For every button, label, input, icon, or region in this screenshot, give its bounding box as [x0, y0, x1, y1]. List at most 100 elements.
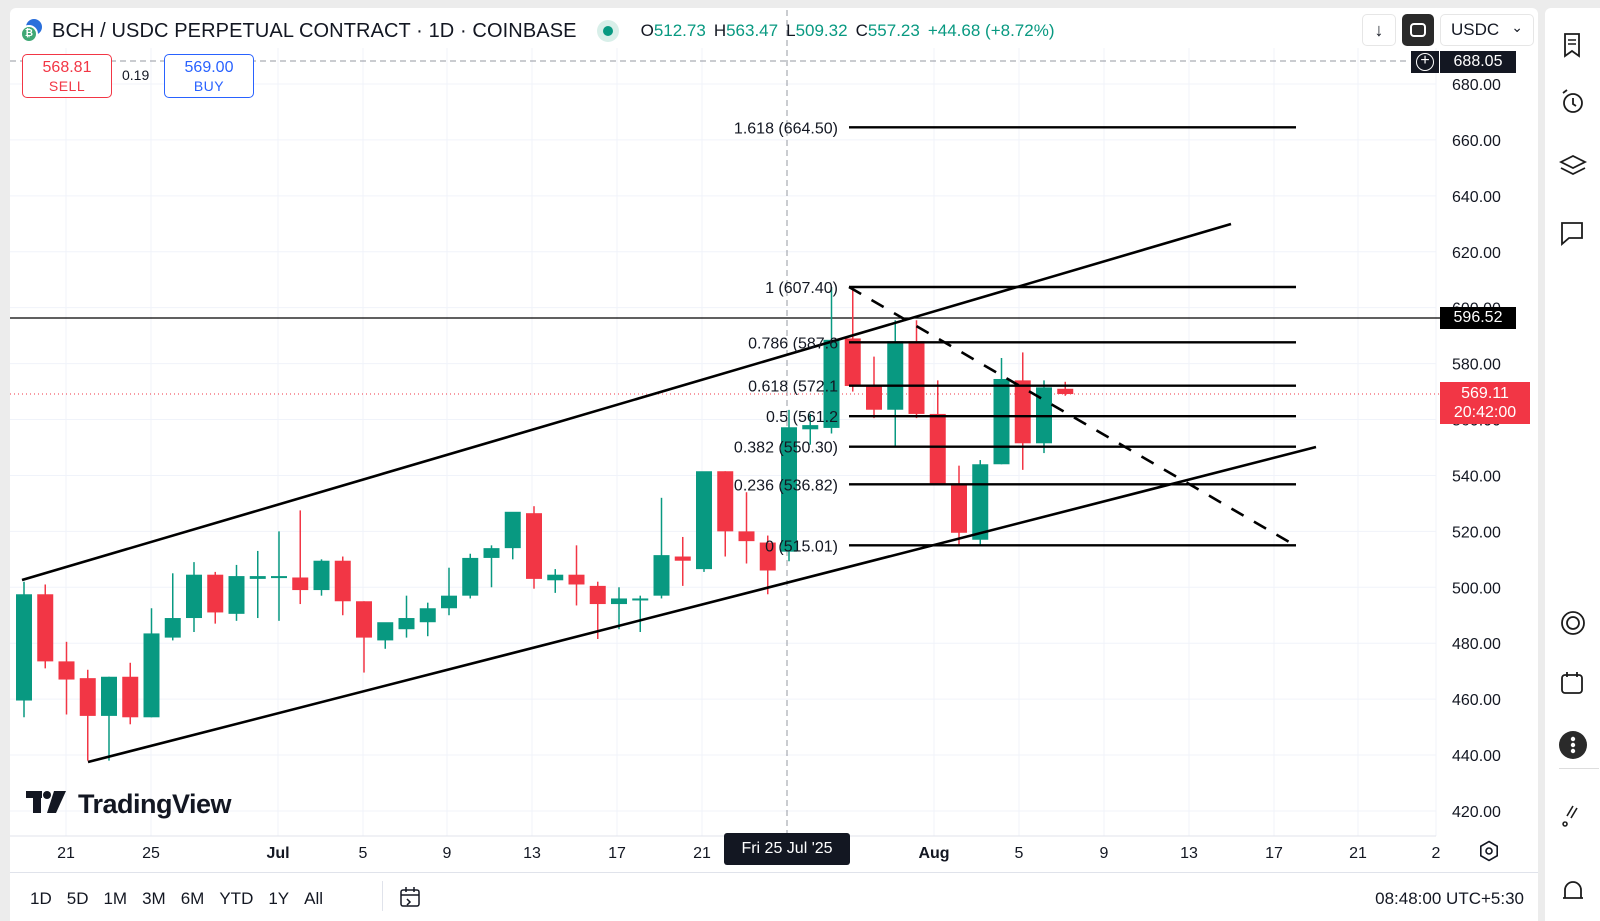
price-chart[interactable]: 1.618 (664.50) 1 (607.40) 0.786 (587.6 0.61…	[0, 0, 1540, 872]
candle[interactable]	[37, 584, 54, 669]
watchlist-icon[interactable]	[1557, 30, 1587, 60]
candle[interactable]	[292, 510, 309, 605]
candle[interactable]	[419, 602, 436, 637]
time-axis-label: 21	[693, 845, 711, 862]
candle[interactable]	[993, 358, 1010, 465]
candle[interactable]	[568, 545, 585, 606]
candle[interactable]	[356, 601, 372, 673]
target-icon[interactable]	[1557, 608, 1587, 638]
candle[interactable]	[844, 286, 861, 392]
candle[interactable]	[334, 556, 351, 616]
channel-lower-line[interactable]	[87, 445, 1317, 764]
more-apps-icon[interactable]	[1557, 730, 1587, 760]
range-tab-ytd[interactable]: YTD	[219, 889, 254, 908]
horizontal-line-price-tag: 596.52	[1440, 307, 1516, 329]
candle[interactable]	[696, 471, 712, 572]
price-axis-label: 480.00	[1452, 636, 1501, 653]
range-tab-1d[interactable]: 1D	[30, 889, 52, 908]
candle[interactable]	[483, 545, 500, 588]
symbol-title[interactable]: BCH / USDC PERPETUAL CONTRACT · 1D · COI…	[52, 19, 577, 42]
time-axis-label: 25	[142, 845, 160, 862]
candle[interactable]	[504, 511, 521, 560]
candle[interactable]	[143, 608, 160, 718]
signal-icon[interactable]	[1557, 798, 1587, 828]
candle[interactable]	[122, 662, 139, 725]
candle[interactable]	[589, 581, 606, 640]
candle[interactable]	[441, 567, 457, 616]
candle[interactable]	[377, 622, 394, 649]
candle[interactable]	[802, 413, 819, 445]
price-axis-label: 500.00	[1452, 580, 1501, 597]
candle[interactable]	[972, 460, 989, 546]
alert-clock-icon[interactable]	[1557, 86, 1587, 116]
buy-price: 569.00	[184, 59, 234, 76]
range-tab-all[interactable]: All	[304, 889, 324, 908]
channel-upper-line[interactable]	[21, 222, 1232, 582]
candle[interactable]	[866, 356, 882, 419]
arrow-down-icon: ↓	[1374, 19, 1384, 40]
candle[interactable]	[207, 571, 224, 624]
candle[interactable]	[951, 465, 967, 546]
candle[interactable]	[186, 562, 202, 633]
candle[interactable]	[759, 535, 776, 595]
candle[interactable]	[398, 595, 415, 638]
layers-icon[interactable]	[1557, 150, 1587, 180]
candle[interactable]	[313, 559, 330, 596]
fib-level-label: 0 (515.01)	[765, 538, 838, 555]
low-label: L	[786, 21, 796, 40]
time-axis-label: 2	[1432, 845, 1441, 862]
range-tab-6m[interactable]: 6M	[180, 889, 205, 908]
add-alert-button[interactable]: +	[1411, 51, 1439, 73]
range-tab-1m[interactable]: 1M	[103, 889, 128, 908]
candle[interactable]	[101, 676, 117, 761]
buy-button[interactable]: 569.00 BUY	[164, 54, 254, 98]
candle[interactable]	[653, 497, 670, 599]
chat-icon[interactable]	[1557, 218, 1587, 248]
fullscreen-button[interactable]	[1402, 14, 1434, 46]
open-value: 512.73	[653, 21, 706, 40]
range-tab-3m[interactable]: 3M	[142, 889, 166, 908]
plus-icon: +	[1416, 53, 1434, 71]
candle[interactable]	[738, 492, 755, 564]
change-value: +44.68 (+8.72%)	[927, 21, 1055, 40]
candle[interactable]	[908, 320, 925, 419]
candle[interactable]	[462, 553, 479, 599]
bottom-toolbar: 1D 5D 1M 3M 6M YTD 1Y All 08:48:00 UTC+5:30	[10, 872, 1538, 921]
candle[interactable]	[1057, 381, 1074, 396]
candle[interactable]	[164, 573, 181, 641]
bell-icon[interactable]	[1557, 876, 1587, 906]
range-tab-1y[interactable]: 1Y	[268, 889, 290, 908]
price-axis-label: 520.00	[1452, 524, 1501, 541]
candle[interactable]	[526, 506, 542, 589]
go-to-date-icon[interactable]	[398, 885, 422, 909]
candle[interactable]	[781, 409, 797, 562]
chevron-down-icon: ⌄	[1511, 18, 1523, 35]
tradingview-logo[interactable]: TradingView	[26, 788, 232, 820]
right-toolbar	[1545, 8, 1600, 921]
candle[interactable]	[271, 531, 287, 621]
timezone-clock[interactable]: 08:48:00 UTC+5:30	[1375, 889, 1524, 908]
candle[interactable]	[79, 669, 96, 761]
candle[interactable]	[887, 320, 904, 447]
range-tab-5d[interactable]: 5D	[66, 889, 89, 908]
download-button[interactable]: ↓	[1362, 14, 1396, 46]
calendar-icon[interactable]	[1557, 668, 1587, 698]
candle[interactable]	[674, 536, 691, 586]
candle[interactable]	[1014, 352, 1031, 470]
currency-select[interactable]: USDC ⌄	[1440, 14, 1534, 46]
candle[interactable]	[717, 471, 734, 557]
price-axis-label: 620.00	[1452, 245, 1501, 262]
axis-settings-icon[interactable]	[1478, 840, 1500, 862]
toolbar-divider	[382, 881, 383, 911]
candle[interactable]	[58, 641, 75, 715]
fib-trend-dashed-line[interactable]	[848, 285, 1297, 548]
candle[interactable]	[929, 380, 946, 484]
candle[interactable]	[228, 564, 245, 621]
candle[interactable]	[249, 550, 266, 619]
candle[interactable]	[632, 595, 649, 633]
candle[interactable]	[823, 286, 840, 434]
candle[interactable]	[547, 569, 564, 593]
sell-button[interactable]: 568.81 SELL	[22, 54, 112, 98]
candle[interactable]	[611, 587, 627, 630]
candle[interactable]	[16, 581, 32, 718]
